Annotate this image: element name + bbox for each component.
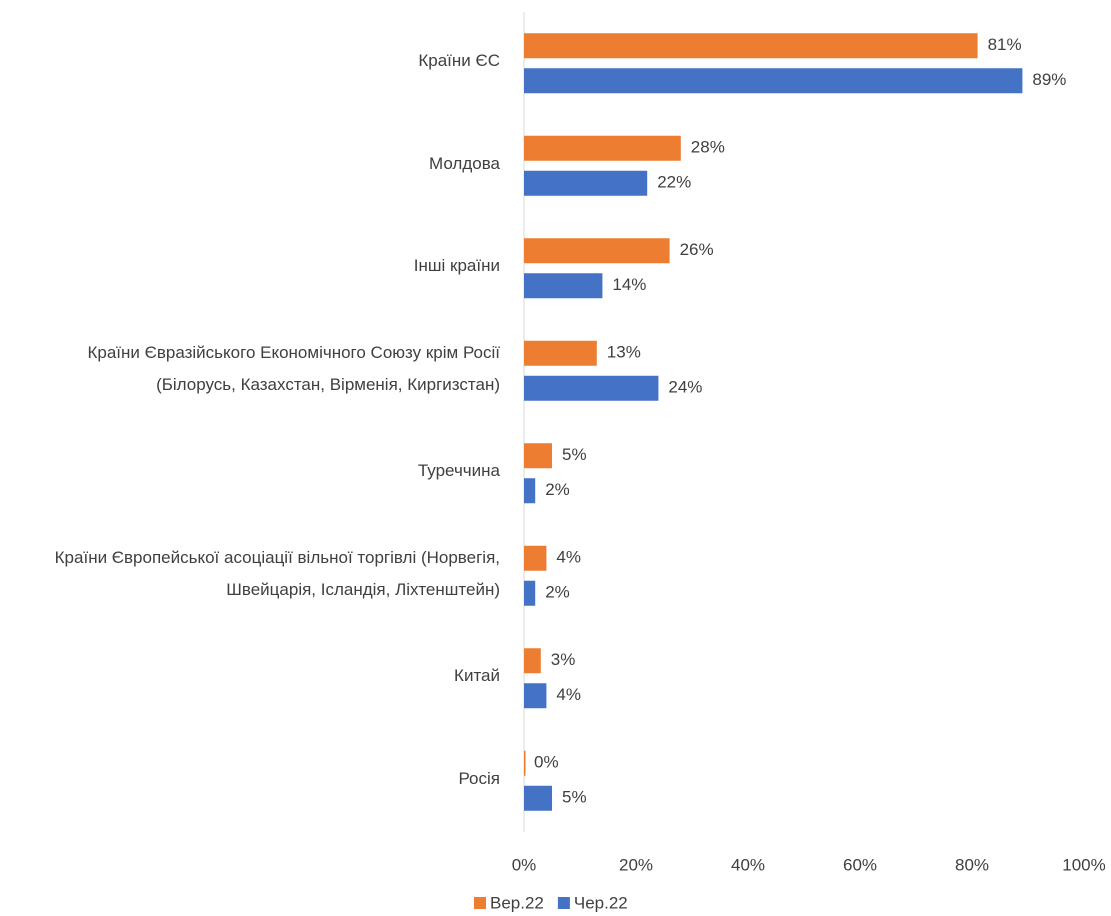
legend-label: Вер.22 (490, 893, 544, 912)
bar (524, 785, 552, 811)
x-tick-label: 100% (1062, 855, 1105, 874)
y-tick-label: Країни ЄС (418, 51, 500, 71)
legend-swatch (474, 897, 486, 909)
bar (524, 750, 526, 776)
bar (524, 580, 536, 606)
data-label: 24% (668, 378, 702, 397)
bar (524, 375, 659, 401)
data-label: 5% (562, 788, 587, 807)
bar (524, 340, 597, 366)
bar (524, 68, 1023, 94)
bar (524, 238, 670, 264)
data-label: 89% (1032, 70, 1066, 89)
bar (524, 443, 552, 469)
data-label: 4% (556, 685, 581, 704)
y-tick-label: Туреччина (417, 461, 500, 481)
bar (524, 135, 681, 161)
y-tick-label: Китай (454, 666, 500, 686)
legend-label: Чер.22 (574, 893, 628, 912)
bar (524, 683, 547, 709)
data-label: 5% (562, 445, 587, 464)
bar (524, 33, 978, 59)
y-tick-label: Країни Європейської асоціації вільної то… (54, 547, 500, 599)
bar (524, 273, 603, 299)
x-tick-label: 0% (512, 855, 537, 874)
x-tick-label: 80% (955, 855, 989, 874)
data-label: 2% (545, 583, 570, 602)
bar (524, 545, 547, 571)
data-label: 14% (612, 275, 646, 294)
x-tick-label: 20% (619, 855, 653, 874)
data-label: 22% (657, 173, 691, 192)
data-label: 4% (556, 548, 581, 567)
data-label: 13% (607, 343, 641, 362)
x-tick-label: 60% (843, 855, 877, 874)
bar (524, 170, 648, 196)
data-label: 81% (988, 35, 1022, 54)
data-label: 0% (534, 753, 559, 772)
data-label: 3% (551, 650, 576, 669)
y-tick-label: Інші країни (413, 256, 500, 276)
x-tick-label: 40% (731, 855, 765, 874)
data-label: 2% (545, 480, 570, 499)
bar (524, 648, 541, 674)
data-label: 28% (691, 138, 725, 157)
data-label: 26% (680, 240, 714, 259)
y-tick-label: Молдова (428, 153, 500, 173)
y-tick-label: Росія (458, 768, 500, 788)
legend-swatch (557, 897, 570, 909)
y-tick-label: Країни Євразійського Економічного Союзу … (87, 342, 501, 394)
bar (524, 478, 536, 504)
